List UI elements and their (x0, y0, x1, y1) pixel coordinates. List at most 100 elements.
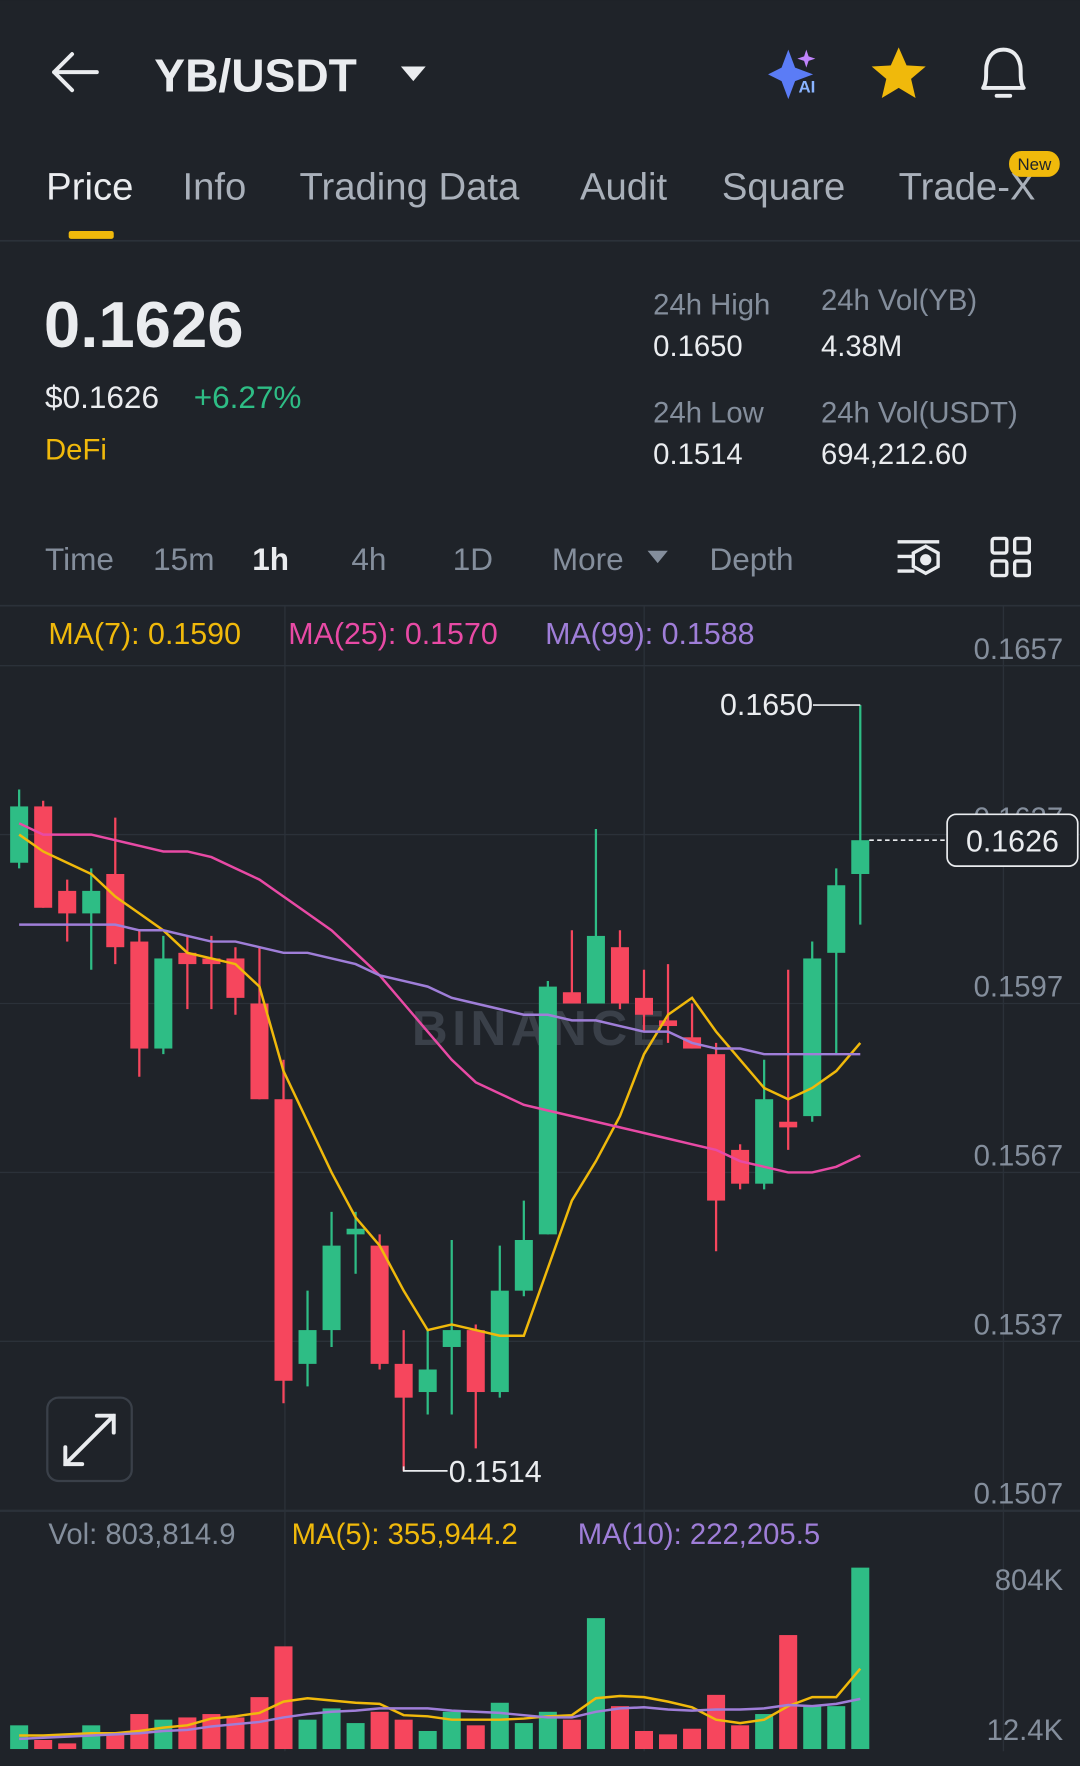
notification-bell[interactable] (981, 47, 1026, 98)
tab[interactable]: Trading Data (300, 165, 521, 208)
ma-line (18, 822, 861, 1174)
volume-bar (202, 1714, 221, 1750)
layout-toggle[interactable] (990, 536, 1032, 578)
interval[interactable]: 1h (252, 541, 289, 577)
legend-entry: MA(99): 0.1588 (545, 617, 754, 651)
candle-body (178, 952, 197, 965)
candle-body (659, 1020, 678, 1027)
candle-body (707, 1054, 726, 1201)
ma-line (19, 923, 861, 1056)
y-tick-label: 0.1657 (974, 633, 1064, 666)
candle-body (803, 958, 822, 1117)
volume-bar (178, 1717, 197, 1750)
ai-button[interactable]: AI (768, 49, 816, 100)
interval[interactable]: Depth (709, 541, 793, 577)
y-tick-label: 0.1567 (974, 1140, 1064, 1173)
stat-value: 0.1650 (653, 330, 743, 363)
candle-body (346, 1228, 365, 1235)
y-tick-label: 804K (995, 1564, 1064, 1597)
stat-value: 0.1514 (653, 438, 743, 471)
last-price-tag-label: 0.1626 (966, 824, 1059, 858)
candle-body (106, 873, 125, 948)
volume-ma-line (19, 1667, 862, 1737)
candle-body (827, 885, 846, 953)
volume-bar (274, 1646, 293, 1750)
volume-bar (82, 1725, 101, 1750)
tab[interactable]: Square (722, 165, 845, 208)
tab[interactable]: Price (46, 165, 133, 208)
grid-cell (990, 536, 1009, 555)
volume-bar (659, 1734, 678, 1750)
divider (0, 604, 1080, 607)
volume-bar (106, 1734, 125, 1750)
interval[interactable]: 1D (453, 541, 493, 577)
candle-body (130, 941, 149, 1049)
sector-tag[interactable]: DeFi (45, 434, 107, 467)
interval[interactable]: More (552, 541, 624, 577)
settings-hex (911, 544, 940, 576)
candle-body (731, 1149, 750, 1184)
favorite-star[interactable] (871, 47, 926, 99)
interval[interactable]: 4h (351, 541, 386, 577)
candle-body (274, 1099, 293, 1381)
ma-line (18, 833, 862, 1337)
stat-label: 24h Vol(YB) (821, 284, 977, 317)
volume-legend: Vol: 803,814.9 (48, 1518, 235, 1551)
fullscreen-button[interactable] (46, 1396, 133, 1483)
fullscreen-arrows (63, 1413, 116, 1467)
volume-bar (514, 1723, 533, 1750)
pair-title[interactable]: YB/USDT (154, 49, 357, 101)
interval[interactable]: Time (45, 541, 114, 577)
candle-body (34, 806, 53, 908)
back-button[interactable] (52, 52, 99, 93)
candle-body (562, 992, 581, 1004)
grid-cell (1012, 559, 1032, 578)
price-change: +6.27% (194, 379, 302, 415)
interval[interactable]: 15m (153, 541, 214, 577)
candle-body (418, 1369, 437, 1393)
new-badge-label: New (1018, 155, 1053, 174)
candle-body (442, 1330, 461, 1347)
volume-bar (154, 1719, 173, 1750)
candle-body (490, 1290, 509, 1393)
stat-value: 4.38M (821, 330, 902, 363)
stat-label: 24h Low (653, 396, 765, 429)
ai-label: AI (798, 77, 815, 96)
grid-cell (990, 559, 1009, 578)
ai-sparkle (768, 49, 814, 100)
volume-bar (731, 1725, 750, 1750)
pair-dropdown[interactable] (400, 66, 426, 82)
legend-entry: MA(7): 0.1590 (48, 617, 241, 651)
candle-body (514, 1239, 533, 1291)
candle-body (298, 1330, 317, 1364)
volume-bar (610, 1706, 629, 1750)
candle-body (466, 1330, 485, 1393)
candle-body (779, 1121, 798, 1128)
candle-body (82, 890, 101, 914)
stat-value: 694,212.60 (821, 438, 967, 471)
low-label: 0.1514 (449, 1455, 542, 1489)
volume-bar (370, 1711, 389, 1750)
tab[interactable]: Audit (580, 165, 668, 208)
candle-body (610, 947, 629, 1004)
candle-body (370, 1245, 389, 1364)
tab[interactable]: Info (182, 165, 246, 208)
legend-entry: MA(5): 355,944.2 (292, 1518, 518, 1551)
y-tick-label: 0.1537 (974, 1309, 1064, 1342)
volume-ma-line (19, 1697, 861, 1741)
indicator-settings[interactable] (897, 540, 940, 576)
candle-body (755, 1099, 774, 1184)
candle-body (586, 935, 605, 1004)
volume-bar (707, 1694, 726, 1750)
plot-layer: 0.16570.16270.15970.15670.15370.1507MA(7… (0, 617, 1080, 1750)
more-dropdown[interactable] (647, 550, 668, 564)
volume-bar (562, 1719, 581, 1750)
usd-price: $0.1626 (45, 379, 159, 415)
volume-bar (322, 1708, 341, 1750)
volume-bar (298, 1719, 317, 1750)
volume-bar (58, 1743, 77, 1750)
volume-bar (10, 1725, 29, 1750)
volume-bar (226, 1717, 245, 1750)
